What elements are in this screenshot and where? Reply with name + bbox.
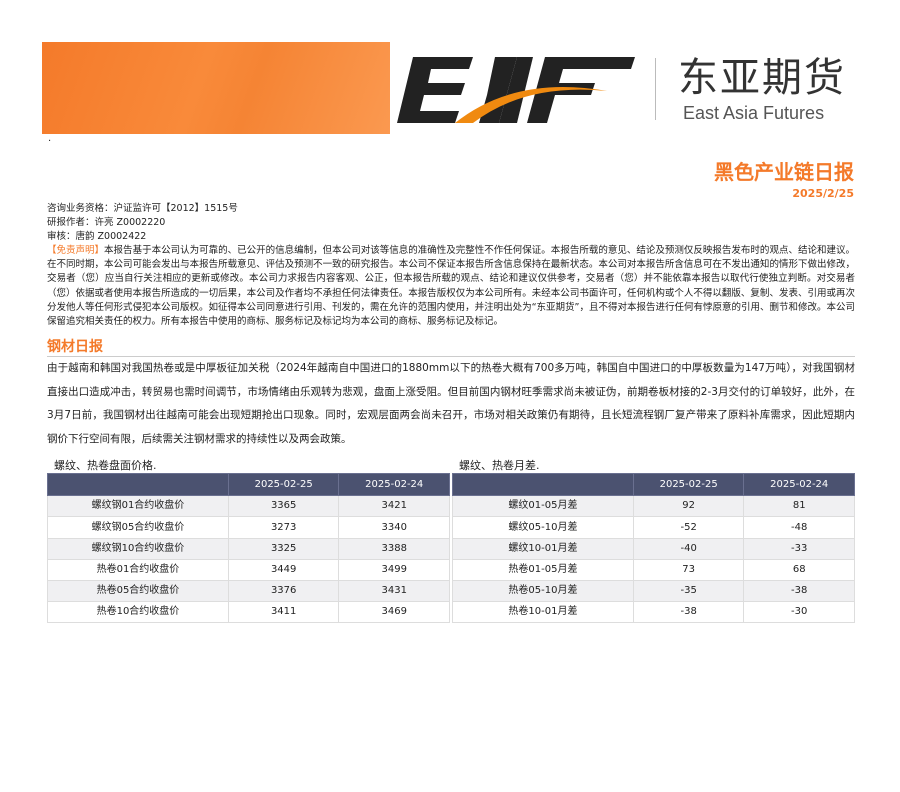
table-cell: 3376 [227,579,340,603]
author: 研报作者：许亮 Z0002220 [47,217,166,228]
table-cell: 3325 [227,537,340,560]
table-row: 螺纹01-05月差 92 81 [452,495,855,518]
table-row: 热卷05合约收盘价 3376 3431 [47,579,450,603]
table-cell: 3340 [338,516,450,539]
table-row: 螺纹钢05合约收盘价 3273 3340 [47,516,450,539]
table-row: 热卷05-10月差 -35 -38 [452,579,855,603]
table-cell: 螺纹05-10月差 [452,516,634,539]
table-cell: 螺纹01-05月差 [452,495,634,518]
table-row: 热卷01-05月差 73 68 [452,558,855,581]
table-cell: -40 [632,537,745,560]
column-header: 2025-02-25 [632,473,745,497]
company-name-en: East Asia Futures [683,103,825,123]
dot: · [48,136,52,147]
column-header [452,473,634,497]
spread-table-block: 螺纹、热卷月差. 2025-02-25 2025-02-24 螺纹01-05月差 92… [452,459,855,624]
column-header: 2025-02-24 [743,473,855,497]
column-header: 2025-02-24 [338,473,450,497]
company-name-cn: 东亚期货 [678,55,846,101]
table-cell: 3449 [227,558,340,581]
table-row: 螺纹钢10合约收盘价 3325 3388 [47,537,450,560]
section-title: 钢材日报 [47,339,103,356]
table-cell: 68 [743,558,855,581]
table-row: 热卷10合约收盘价 3411 3469 [47,601,450,624]
table-cell: 3499 [338,558,450,581]
header-banner [42,42,390,134]
table-cell: 3388 [338,537,450,560]
price-table: 2025-02-25 2025-02-24 螺纹钢01合约收盘价 3365 3421 螺纹… [47,473,450,624]
table-cell: 螺纹10-01月差 [452,537,634,560]
report-content: 咨询业务资格：沪证监许可【2012】1515号 研报作者：许亮 Z0002220… [47,202,855,643]
table-cell: 螺纹钢10合约收盘价 [47,537,229,560]
table-cell: -48 [743,516,855,539]
table-row: 热卷10-01月差 -38 -30 [452,601,855,624]
disclaimer-text: 本报告基于本公司认为可靠的、已公开的信息编制，但本公司对该等信息的准确性及完整性… [47,245,855,328]
table-cell: 热卷10合约收盘价 [47,601,229,624]
price-table-block: 螺纹、热卷盘面价格. 2025-02-25 2025-02-24 螺纹钢01合约收盘… [47,459,450,624]
table-cell: 3273 [227,516,340,539]
section-body: 由于越南和韩国对我国热卷或是中厚板征加关税（2024年越南自中国进口的1880m… [47,362,855,445]
table-cell: 螺纹钢01合约收盘价 [47,495,229,518]
table-caption-spreads: 螺纹、热卷月差. [459,459,540,473]
table-cell: -35 [632,579,745,603]
table-cell: 3365 [227,495,340,518]
table-cell: -52 [632,516,745,539]
column-header [47,473,229,497]
table-row: 热卷01合约收盘价 3449 3499 [47,558,450,581]
table-cell: 3421 [338,495,450,518]
table-row: 螺纹钢01合约收盘价 3365 3421 [47,495,450,518]
disclaimer: 【免责声明】本报告基于本公司认为可靠的、已公开的信息编制，但本公司对该等信息的准… [47,244,855,329]
table-cell: 螺纹钢05合约收盘价 [47,516,229,539]
table-cell: 3469 [338,601,450,624]
section-divider [47,356,855,358]
table-cell: 热卷05合约收盘价 [47,579,229,603]
report-title: 黑色产业链日报 [714,160,854,184]
logo-divider [655,58,656,120]
table-header-row: 2025-02-25 2025-02-24 [47,473,450,497]
table-cell: -30 [743,601,855,624]
table-cell: 热卷10-01月差 [452,601,634,624]
tables-row: 螺纹、热卷盘面价格. 2025-02-25 2025-02-24 螺纹钢01合约收盘… [47,459,855,624]
table-caption-prices: 螺纹、热卷盘面价格. [54,459,157,473]
table-cell: -33 [743,537,855,560]
column-header: 2025-02-25 [227,473,340,497]
table-cell: 3411 [227,601,340,624]
spread-table: 2025-02-25 2025-02-24 螺纹01-05月差 92 81 螺纹05-10… [452,473,855,624]
table-cell: -38 [743,579,855,603]
table-cell: 热卷05-10月差 [452,579,634,603]
eaf-logo [397,57,635,123]
reviewer: 审核：唐韵 Z0002422 [47,231,147,242]
license: 咨询业务资格：沪证监许可【2012】1515号 [47,203,238,214]
table-cell: 73 [632,558,745,581]
table-cell: 3431 [338,579,450,603]
table-row: 螺纹10-01月差 -40 -33 [452,537,855,560]
table-cell: -38 [632,601,745,624]
table-cell: 热卷01合约收盘价 [47,558,229,581]
table-cell: 92 [632,495,745,518]
report-date: 2025/2/25 [792,187,854,200]
table-cell: 81 [743,495,855,518]
disclaimer-tag: 【免责声明】 [47,245,105,256]
table-cell: 热卷01-05月差 [452,558,634,581]
table-header-row: 2025-02-25 2025-02-24 [452,473,855,497]
table-row: 螺纹05-10月差 -52 -48 [452,516,855,539]
